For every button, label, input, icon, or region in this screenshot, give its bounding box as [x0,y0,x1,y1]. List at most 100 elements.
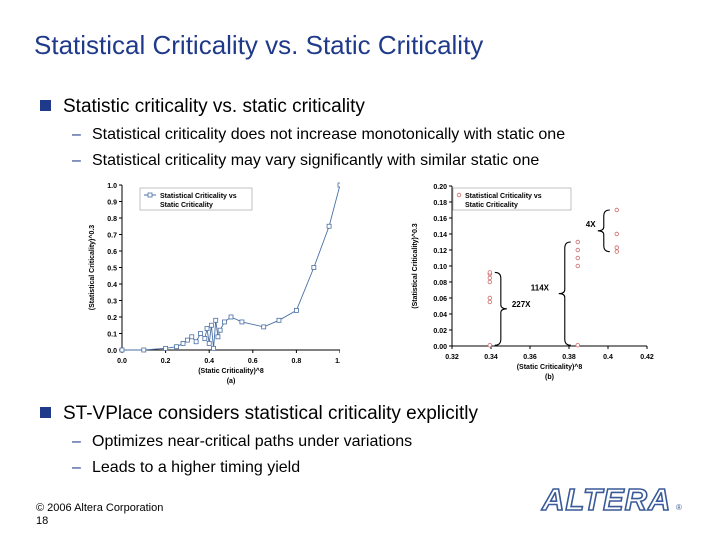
y-tick-label: 0.18 [433,200,447,207]
data-point [180,340,186,346]
y-tick-label: 0.1 [107,332,117,339]
y-tick-label: 0.10 [433,264,447,271]
sub-bullet-2b-text: Leads to a higher timing yield [92,459,301,476]
dash-icon: – [72,433,81,450]
y-tick-label: 0.3 [107,299,117,306]
annotation-114x: 114X [531,284,550,293]
footer: © 2006 Altera Corporation 18 [36,502,163,528]
data-point [228,314,234,320]
dash-icon: – [72,152,81,169]
data-point [213,317,219,323]
legend-box [452,187,572,211]
x-tick-label: 0.8 [292,358,302,365]
data-point [217,327,223,333]
brace-4x [597,209,610,253]
logo-registered-mark: ® [676,503,682,512]
data-point [614,231,619,237]
data-point [487,275,493,281]
sub-bullet-2a-text: Optimizes near-critical paths under vari… [92,433,413,450]
y-tick-label: 0.02 [433,328,447,335]
data-point [174,344,179,350]
x-tick-label: 0.4 [603,354,613,361]
chart-caption: (a) [227,378,236,385]
logo-wordmark: ALTERA [541,482,671,517]
altera-logo: ALTERA ® [540,481,682,518]
x-tick-label: 0.38 [562,354,576,361]
y-tick-label: 0.20 [433,184,447,191]
data-point [163,345,168,351]
x-tick-label: 0.6 [248,358,258,365]
data-point [198,331,203,336]
data-point [326,223,332,229]
data-point [141,347,147,353]
data-point [222,319,227,325]
data-point [614,249,619,254]
bullet-square-icon [40,100,51,111]
data-point [206,340,212,346]
data-point [215,334,221,340]
y-tick-label: 0.0 [107,348,117,355]
data-point [293,307,299,313]
y-tick-label: 0.04 [433,312,447,319]
data-point [311,265,317,270]
chart-caption: (b) [545,374,554,381]
data-point [614,207,619,213]
x-axis-label: (Static Criticality)^8 [517,363,583,371]
x-axis-label: (Static Criticality)^8 [198,367,264,375]
x-tick-label: 0.42 [640,354,654,361]
chart-a: 0.0 0.1 0.2 0.3 0.4 0.5 0.6 0.7 0.8 0.9 1.0 0.0 0.2 0… [88,182,340,385]
data-point [208,322,214,328]
data-point [189,334,195,340]
y-tick-label: 0.6 [107,249,117,256]
brace-227x [494,271,507,346]
x-tick-label: 0.0 [117,358,127,365]
x-tick-label: 0.36 [523,354,537,361]
data-point [575,263,580,269]
y-tick-label: 0.5 [107,266,117,273]
data-point [261,324,267,330]
y-tick-label: 0.14 [433,232,447,239]
x-tick-label: 0.4 [204,358,214,365]
data-point [239,319,245,325]
data-point [119,347,125,353]
brace-114x [558,241,571,346]
data-point [575,247,580,253]
sub-bullet-1a-text: Statistical criticality does not increas… [92,126,566,143]
sub-bullet-1b-text: Statistical criticality may vary signifi… [92,152,540,169]
legend-label: Statistical Criticality vs [465,193,542,200]
y-tick-label: 0.2 [107,315,117,322]
legend-marker-swatch [456,192,462,198]
y-tick-label: 0.9 [107,200,117,207]
chart-b: 0.00 0.02 0.04 0.06 0.08 0.10 0.12 0.14 0.16 0.18… [411,184,654,381]
y-axis-label: (Statistical Criticality)^0.3 [88,225,96,311]
bullet-square-icon [40,407,51,418]
data-point [575,239,580,245]
y-tick-label: 0.16 [433,216,447,223]
x-tick-label: 0.2 [161,358,171,365]
data-point [202,336,208,341]
data-point [575,342,580,348]
bullet-1-text: Statistic criticality vs. static critica… [63,96,365,117]
annotation-227x: 227X [512,300,531,309]
legend-label: Static Criticality [160,202,213,209]
y-tick-label: 0.06 [433,296,447,303]
annotation-4x: 4X [586,220,596,229]
y-tick-label: 0.7 [107,233,117,240]
data-point [614,245,619,250]
data-point [185,337,190,343]
data-point [487,342,493,348]
y-tick-label: 0.8 [107,216,117,223]
slide-title: Statistical Criticality vs. Static Criti… [34,30,484,60]
data-point [575,255,580,261]
data-point [204,326,210,331]
legend-label: Statistical Criticality vs [160,193,237,200]
dash-icon: – [72,459,81,476]
data-point [337,182,340,188]
legend-marker-swatch [147,192,153,198]
y-tick-label: 0.12 [433,248,447,255]
y-tick-label: 0.08 [433,280,447,287]
x-tick-label: 0.32 [445,354,459,361]
dash-icon: – [72,126,81,143]
y-tick-label: 0.4 [107,282,117,289]
legend-box [139,187,253,211]
